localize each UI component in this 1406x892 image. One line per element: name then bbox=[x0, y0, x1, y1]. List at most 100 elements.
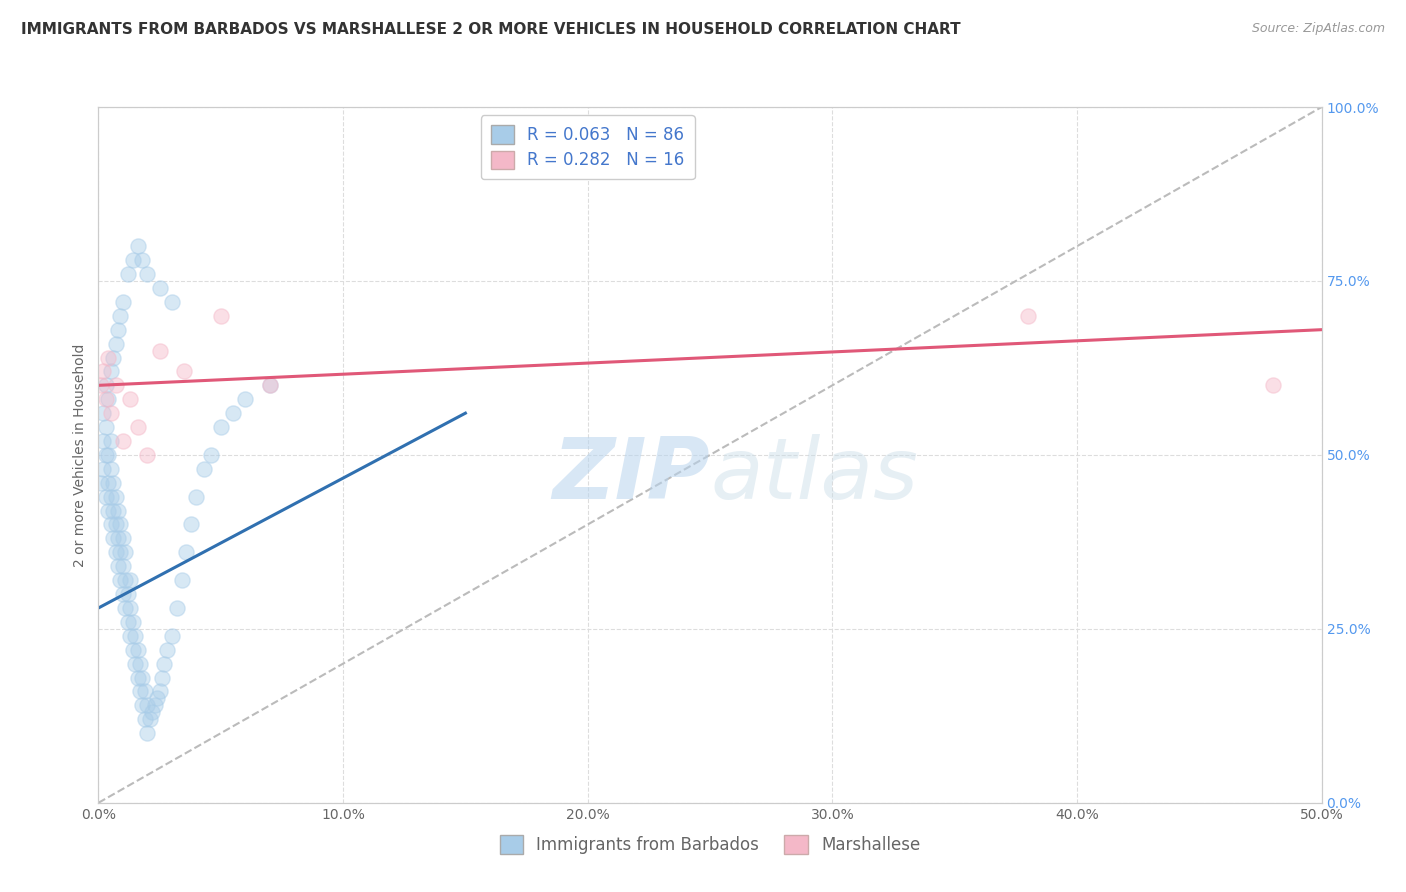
Point bbox=[131, 671, 153, 685]
Point bbox=[149, 281, 172, 295]
Point bbox=[120, 573, 142, 587]
Point bbox=[114, 545, 136, 559]
Point bbox=[111, 294, 134, 309]
Point bbox=[120, 629, 142, 643]
Point bbox=[110, 573, 132, 587]
Point bbox=[1017, 309, 1039, 323]
Point bbox=[209, 309, 232, 323]
Y-axis label: 2 or more Vehicles in Household: 2 or more Vehicles in Household bbox=[73, 343, 87, 566]
Point bbox=[104, 490, 127, 504]
Point bbox=[110, 309, 132, 323]
Point bbox=[94, 420, 117, 434]
Point bbox=[110, 545, 132, 559]
Point bbox=[176, 545, 198, 559]
Point bbox=[117, 267, 139, 281]
Point bbox=[114, 601, 136, 615]
Point bbox=[101, 532, 124, 546]
Point bbox=[1261, 378, 1284, 392]
Point bbox=[101, 475, 124, 490]
Point bbox=[97, 392, 120, 407]
Point bbox=[136, 726, 159, 740]
Point bbox=[100, 434, 122, 448]
Point bbox=[97, 475, 120, 490]
Text: atlas: atlas bbox=[710, 434, 918, 517]
Point bbox=[91, 462, 114, 476]
Point bbox=[97, 448, 120, 462]
Point bbox=[143, 698, 166, 713]
Point bbox=[90, 378, 112, 392]
Point bbox=[120, 392, 142, 407]
Point bbox=[111, 434, 134, 448]
Point bbox=[160, 629, 183, 643]
Point bbox=[104, 378, 127, 392]
Point bbox=[170, 573, 193, 587]
Point bbox=[134, 712, 156, 726]
Point bbox=[186, 490, 208, 504]
Legend: Immigrants from Barbados, Marshallese: Immigrants from Barbados, Marshallese bbox=[489, 825, 931, 864]
Point bbox=[150, 671, 173, 685]
Point bbox=[180, 517, 202, 532]
Point bbox=[111, 587, 134, 601]
Point bbox=[120, 601, 142, 615]
Point bbox=[114, 573, 136, 587]
Point bbox=[127, 420, 149, 434]
Point bbox=[259, 378, 281, 392]
Point bbox=[166, 601, 188, 615]
Point bbox=[101, 503, 124, 517]
Point bbox=[129, 684, 152, 698]
Point bbox=[111, 559, 134, 574]
Point bbox=[100, 406, 122, 420]
Point bbox=[121, 615, 143, 629]
Point bbox=[160, 294, 183, 309]
Text: Source: ZipAtlas.com: Source: ZipAtlas.com bbox=[1251, 22, 1385, 36]
Point bbox=[100, 462, 122, 476]
Point bbox=[127, 671, 149, 685]
Point bbox=[100, 490, 122, 504]
Point bbox=[94, 392, 117, 407]
Point bbox=[91, 406, 114, 420]
Point bbox=[156, 642, 179, 657]
Point bbox=[193, 462, 215, 476]
Point bbox=[104, 517, 127, 532]
Point bbox=[209, 420, 232, 434]
Point bbox=[117, 587, 139, 601]
Point bbox=[97, 503, 120, 517]
Point bbox=[149, 684, 172, 698]
Point bbox=[94, 378, 117, 392]
Point bbox=[121, 642, 143, 657]
Point bbox=[173, 364, 195, 378]
Point bbox=[259, 378, 281, 392]
Point bbox=[131, 253, 153, 268]
Point bbox=[124, 657, 146, 671]
Point bbox=[127, 239, 149, 253]
Point bbox=[100, 517, 122, 532]
Point bbox=[136, 267, 159, 281]
Text: ZIP: ZIP bbox=[553, 434, 710, 517]
Point bbox=[141, 706, 163, 720]
Point bbox=[129, 657, 152, 671]
Point bbox=[139, 712, 162, 726]
Point bbox=[121, 253, 143, 268]
Point bbox=[94, 448, 117, 462]
Point bbox=[136, 698, 159, 713]
Point bbox=[200, 448, 222, 462]
Point bbox=[117, 615, 139, 629]
Point bbox=[107, 559, 129, 574]
Point bbox=[100, 364, 122, 378]
Point bbox=[124, 629, 146, 643]
Point bbox=[222, 406, 245, 420]
Point bbox=[110, 517, 132, 532]
Point bbox=[153, 657, 176, 671]
Point bbox=[107, 503, 129, 517]
Point bbox=[91, 364, 114, 378]
Point bbox=[149, 343, 172, 358]
Point bbox=[146, 691, 169, 706]
Point bbox=[107, 532, 129, 546]
Text: IMMIGRANTS FROM BARBADOS VS MARSHALLESE 2 OR MORE VEHICLES IN HOUSEHOLD CORRELAT: IMMIGRANTS FROM BARBADOS VS MARSHALLESE … bbox=[21, 22, 960, 37]
Point bbox=[134, 684, 156, 698]
Point bbox=[233, 392, 256, 407]
Point bbox=[90, 475, 112, 490]
Point bbox=[94, 490, 117, 504]
Point bbox=[97, 351, 120, 365]
Point bbox=[104, 336, 127, 351]
